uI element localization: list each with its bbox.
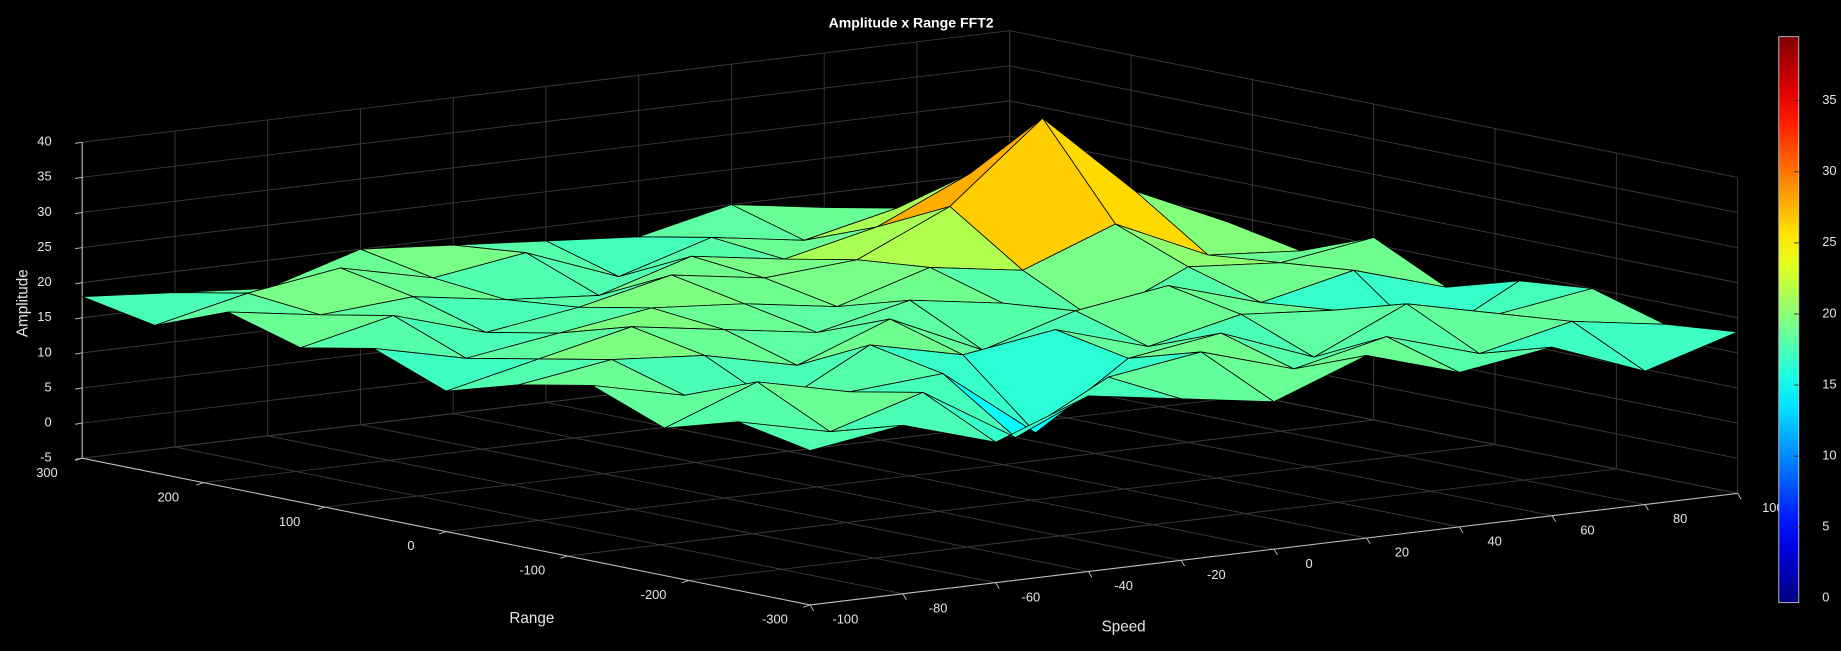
z-tick-label: 30 (37, 204, 51, 219)
z-tick-label: 5 (44, 379, 51, 394)
tick-mark (75, 247, 83, 250)
x-tick-label: 60 (1580, 522, 1594, 537)
z-tick-label: 15 (37, 309, 51, 324)
tick-mark (995, 582, 1000, 589)
x-tick-label: -20 (1207, 567, 1226, 582)
tick-mark (75, 176, 83, 179)
tick-mark (75, 387, 83, 390)
x-tick-label: 100 (1762, 500, 1784, 515)
x-tick-label: 80 (1673, 511, 1687, 526)
tick-mark (681, 580, 689, 584)
tick-mark (75, 317, 83, 320)
surface (82, 117, 1738, 451)
y-tick-label: 0 (407, 538, 414, 553)
x-axis-label: Speed (1102, 618, 1146, 635)
grid-line (688, 468, 1617, 581)
x-tick-label: 40 (1487, 534, 1501, 549)
colorbar-tick-label: 25 (1822, 234, 1836, 249)
colorbar-tick-label: 5 (1822, 519, 1829, 534)
tick-mark (1644, 504, 1649, 511)
y-tick-label: -100 (519, 563, 545, 578)
tick-mark (560, 555, 568, 559)
surface-cell (737, 421, 903, 451)
x-tick-label: -40 (1114, 578, 1133, 593)
x-tick-label: -100 (832, 612, 858, 627)
x-tick-label: 0 (1306, 556, 1313, 571)
z-tick-label: 40 (37, 134, 51, 149)
y-tick-label: -300 (762, 612, 788, 627)
x-tick-label: 20 (1395, 545, 1409, 560)
tick-mark (75, 422, 83, 425)
y-tick-label: 100 (279, 514, 301, 529)
tick-mark (1180, 560, 1186, 567)
tick-mark (1366, 537, 1371, 545)
tick-mark (902, 593, 907, 600)
z-tick-label: -5 (40, 450, 51, 465)
colorbar-tick-label: 35 (1822, 92, 1836, 107)
grid-line (567, 444, 1496, 557)
z-axis-label: Amplitude (15, 269, 32, 337)
tick-mark (75, 352, 83, 355)
z-tick-label: 0 (44, 414, 51, 429)
colorbar-tick-label: 30 (1822, 163, 1836, 178)
tick-mark (317, 506, 325, 510)
colorbar (1778, 36, 1800, 604)
z-tick-label: 25 (37, 239, 51, 254)
y-tick-label: 200 (158, 489, 180, 504)
tick-mark (196, 482, 204, 486)
tick-mark (802, 604, 811, 608)
y-tick-label: 300 (36, 465, 58, 480)
colorbar-tick-label: 20 (1822, 305, 1836, 320)
colorbar-tick-label: 0 (1822, 590, 1829, 605)
tick-mark (75, 141, 83, 144)
grid-line (324, 395, 1253, 508)
tick-mark (1273, 548, 1278, 556)
tick-mark (1551, 515, 1557, 522)
tick-mark (438, 531, 447, 535)
z-tick-label: 10 (37, 344, 51, 359)
z-tick-label: 20 (37, 274, 51, 289)
y-tick-label: -200 (641, 587, 667, 602)
tick-mark (1459, 526, 1464, 533)
tick-mark (1737, 493, 1742, 500)
grid-line (446, 419, 1374, 533)
tick-mark (75, 211, 83, 215)
tick-mark (809, 604, 815, 612)
x-tick-label: -60 (1022, 589, 1041, 604)
x-tick-label: -80 (929, 600, 948, 615)
colorbar-tick-label: 10 (1822, 448, 1836, 463)
tick-mark (75, 282, 83, 285)
chart-title: Amplitude x Range FFT2 (829, 14, 994, 30)
tick-mark (1087, 571, 1093, 578)
tick-mark (74, 457, 83, 461)
colorbar-tick-label: 15 (1822, 376, 1836, 391)
z-tick-label: 35 (37, 169, 51, 184)
y-axis-label: Range (509, 610, 554, 627)
